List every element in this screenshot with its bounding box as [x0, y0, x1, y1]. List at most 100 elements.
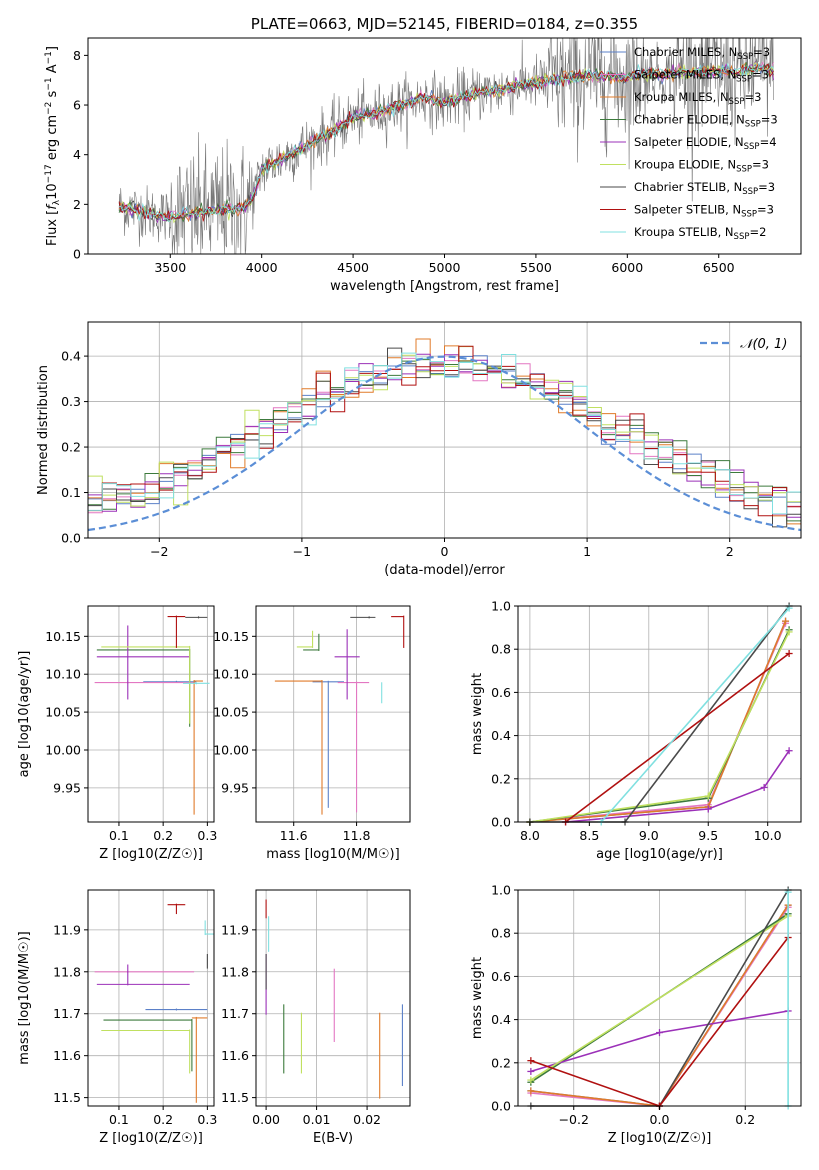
y-tick-label: 11.8 — [53, 964, 81, 979]
mass-weight-line-salpeter_elodie — [565, 750, 790, 823]
y-tick-label: 0.4 — [491, 1012, 511, 1027]
y-tick-label: 0.2 — [491, 771, 511, 786]
x-tick-label: 0.2 — [735, 1112, 755, 1127]
x-axis-label: (data-model)/error — [384, 563, 505, 578]
y-tick-label: 0.0 — [491, 1099, 511, 1114]
x-tick-label: 1 — [583, 544, 591, 559]
y-tick-label: 2 — [73, 197, 81, 212]
y-axis-label: mass weight — [470, 957, 485, 1039]
y-tick-label: 11.5 — [221, 1090, 249, 1105]
mass-weight-line-kroupa_stelib — [600, 607, 790, 823]
x-tick-label: 0.2 — [153, 1112, 173, 1127]
y-tick-label: 11.9 — [221, 922, 249, 937]
age-vs-mass-panel: 11.6 11.8 9.95 10.00 10.05 10.10 10.15 mass [lo… — [213, 605, 411, 862]
y-tick-label: 11.6 — [221, 1048, 249, 1063]
x-axis-label: Z [log10(Z/Z☉)] — [99, 1131, 203, 1146]
mass-vs-metallicity-panel: 0.1 0.2 0.3 11.5 11.6 11.7 11.8 11.9 Z [log10(Z/… — [17, 889, 217, 1146]
x-axis-label: E(B-V) — [313, 1131, 353, 1146]
legend-entry-chabrier_elodie: Chabrier ELODIE, NSSP=3 — [634, 113, 778, 130]
y-tick-label: 11.9 — [53, 922, 81, 937]
x-axis-label: Z [log10(Z/Z☉)] — [99, 847, 203, 862]
legend-entry-salpeter_elodie: Salpeter ELODIE, NSSP=4 — [634, 135, 777, 152]
legend-entry-kroupa_stelib: Kroupa STELIB, NSSP=2 — [634, 225, 766, 242]
y-tick-label: 4 — [73, 147, 81, 162]
residuals-panel: −2 −1 0 1 2 0.0 0.1 0.2 0.3 0.4 (data-model)/error… — [36, 321, 802, 578]
x-tick-label: −0.2 — [559, 1112, 589, 1127]
x-tick-label: 0.01 — [303, 1112, 331, 1127]
x-axis-label: Z [log10(Z/Z☉)] — [608, 1131, 712, 1146]
mass-weight-vs-metallicity-panel: −0.2 0.0 0.2 0.0 0.2 0.4 0.6 0.8 1.0 Z [log10(Z/Z… — [470, 883, 802, 1146]
axes-frame — [87, 605, 215, 823]
x-tick-label: 2 — [726, 544, 734, 559]
x-tick-label: 0.1 — [109, 828, 129, 843]
y-tick-label: 0.4 — [61, 349, 81, 364]
mass-weight-line-salpeter_miles — [529, 622, 787, 823]
y-tick-label: 10.00 — [213, 743, 249, 758]
x-axis-label: age [log10(age/yr)] — [596, 847, 723, 862]
mass-weight-line-chabrier_stelib — [529, 605, 790, 823]
x-tick-label: 9.5 — [698, 828, 718, 843]
y-tick-label: 0.8 — [491, 642, 511, 657]
x-tick-label: 9.0 — [639, 828, 659, 843]
legend-entry-kroupa_elodie: Kroupa ELODIE, NSSP=3 — [634, 158, 769, 175]
y-tick-label: 0.6 — [491, 969, 511, 984]
x-tick-label: 11.6 — [280, 828, 308, 843]
legend-entry-chabrier_stelib: Chabrier STELIB, NSSP=3 — [634, 180, 775, 197]
axes-frame — [255, 889, 411, 1107]
x-tick-label: 8.5 — [579, 828, 599, 843]
x-axis-label: mass [log10(M/M☉)] — [266, 847, 399, 862]
mass-weight-line-salpeter_stelib — [565, 652, 790, 823]
y-tick-label: 0.1 — [61, 485, 81, 500]
x-tick-label: −1 — [293, 544, 311, 559]
x-tick-label: 0.1 — [109, 1112, 129, 1127]
y-tick-label: 0.3 — [61, 394, 81, 409]
y-tick-label: 0.8 — [491, 926, 511, 941]
y-tick-label: 9.95 — [221, 780, 249, 795]
y-tick-label: 8 — [73, 48, 81, 63]
y-tick-label: 9.95 — [53, 780, 81, 795]
axes-frame — [255, 605, 411, 823]
model-spectrum-line-salpeter_elodie — [118, 60, 774, 224]
x-tick-label: 0 — [441, 544, 449, 559]
y-tick-label: 10.00 — [45, 743, 81, 758]
y-tick-label: 10.15 — [45, 629, 81, 644]
y-axis-label: mass [log10(M/M☉)] — [17, 931, 32, 1064]
x-tick-label: 6500 — [703, 260, 735, 275]
y-tick-label: 0.2 — [61, 440, 81, 455]
x-tick-label: 11.8 — [343, 828, 371, 843]
x-tick-label: 0.0 — [650, 1112, 670, 1127]
y-tick-label: 0 — [73, 247, 81, 262]
y-axis-label: Flux [fλ10−17 erg cm−2 s−1 A−1] — [44, 46, 62, 246]
x-tick-label: 4000 — [246, 260, 278, 275]
x-tick-label: 6000 — [611, 260, 643, 275]
age-vs-metallicity-panel: 0.1 0.2 0.3 9.95 10.00 10.05 10.10 10.15 Z [log1… — [17, 605, 217, 862]
x-tick-label: 5000 — [429, 260, 461, 275]
x-tick-label: 10.0 — [754, 828, 782, 843]
x-tick-label: −2 — [150, 544, 168, 559]
legend-entry-normal: 𝒩(0, 1) — [740, 337, 787, 352]
y-axis-label: mass weight — [470, 673, 485, 755]
chart-title: PLATE=0663, MJD=52145, FIBERID=0184, z=0… — [251, 15, 638, 33]
legend-entry-salpeter_miles: Salpeter MILES, NSSP=3 — [634, 68, 769, 85]
y-tick-label: 1.0 — [491, 883, 511, 898]
y-tick-label: 0.0 — [61, 531, 81, 546]
x-tick-label: 0.3 — [197, 828, 217, 843]
y-tick-label: 10.15 — [213, 629, 249, 644]
y-tick-label: 10.05 — [213, 705, 249, 720]
y-tick-label: 0.0 — [491, 815, 511, 830]
mass-weight-vs-age-panel: 8.0 8.5 9.0 9.5 10.0 0.0 0.2 0.4 0.6 0.8 1.0 age [l… — [470, 599, 802, 862]
x-tick-label: 0.2 — [153, 828, 173, 843]
legend-entry-chabrier_miles: Chabrier MILES, NSSP=3 — [634, 45, 770, 62]
y-axis-label: Normed distribution — [36, 365, 51, 495]
y-tick-label: 11.6 — [53, 1048, 81, 1063]
x-axis-label: wavelength [Angstrom, rest frame] — [330, 279, 559, 294]
legend-entry-salpeter_stelib: Salpeter STELIB, NSSP=3 — [634, 203, 774, 220]
y-tick-label: 0.6 — [491, 685, 511, 700]
model-spectrum-line-kroupa_elodie — [118, 61, 774, 224]
y-tick-label: 10.10 — [45, 667, 81, 682]
residual-histogram-kroupa_stelib — [88, 352, 801, 515]
model-spectrum-line-kroupa_stelib — [119, 62, 774, 222]
axes-frame — [517, 605, 802, 823]
mass-weight-line-chabrier_miles — [529, 620, 787, 823]
